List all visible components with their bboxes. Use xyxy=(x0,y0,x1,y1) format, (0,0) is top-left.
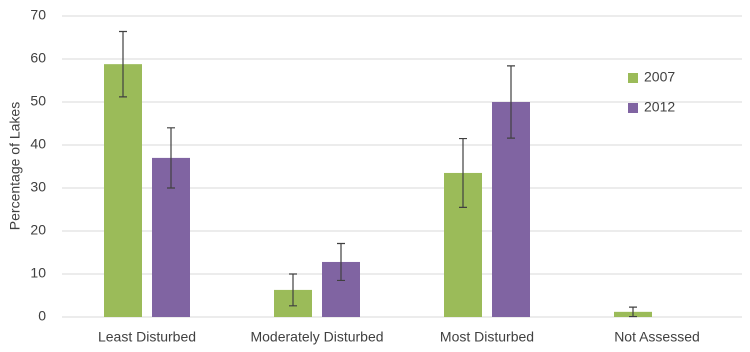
y-tick-label: 40 xyxy=(30,136,46,152)
bar xyxy=(104,64,142,317)
error-bar xyxy=(119,30,127,98)
x-tick-label: Least Disturbed xyxy=(98,329,196,345)
x-tick-label: Not Assessed xyxy=(614,329,700,345)
y-axis-label: Percentage of Lakes xyxy=(7,102,23,230)
x-tick-label: Moderately Disturbed xyxy=(250,329,383,345)
error-bar xyxy=(289,273,297,307)
legend-label: 2012 xyxy=(644,99,675,115)
legend-swatch xyxy=(628,73,638,83)
error-bar xyxy=(337,242,345,282)
y-tick-label: 70 xyxy=(30,7,46,23)
y-tick-label: 60 xyxy=(30,50,46,66)
y-tick-label: 0 xyxy=(38,308,46,324)
y-tick-label: 30 xyxy=(30,179,46,195)
y-tick-label: 50 xyxy=(30,93,46,109)
error-bar xyxy=(507,65,515,139)
error-bar xyxy=(629,306,637,318)
y-tick-label: 10 xyxy=(30,265,46,281)
y-tick-label: 20 xyxy=(30,222,46,238)
legend-swatch xyxy=(628,103,638,113)
error-bar xyxy=(459,137,467,208)
legend-label: 2007 xyxy=(644,69,675,85)
error-bar xyxy=(167,127,175,189)
x-tick-label: Most Disturbed xyxy=(440,329,534,345)
